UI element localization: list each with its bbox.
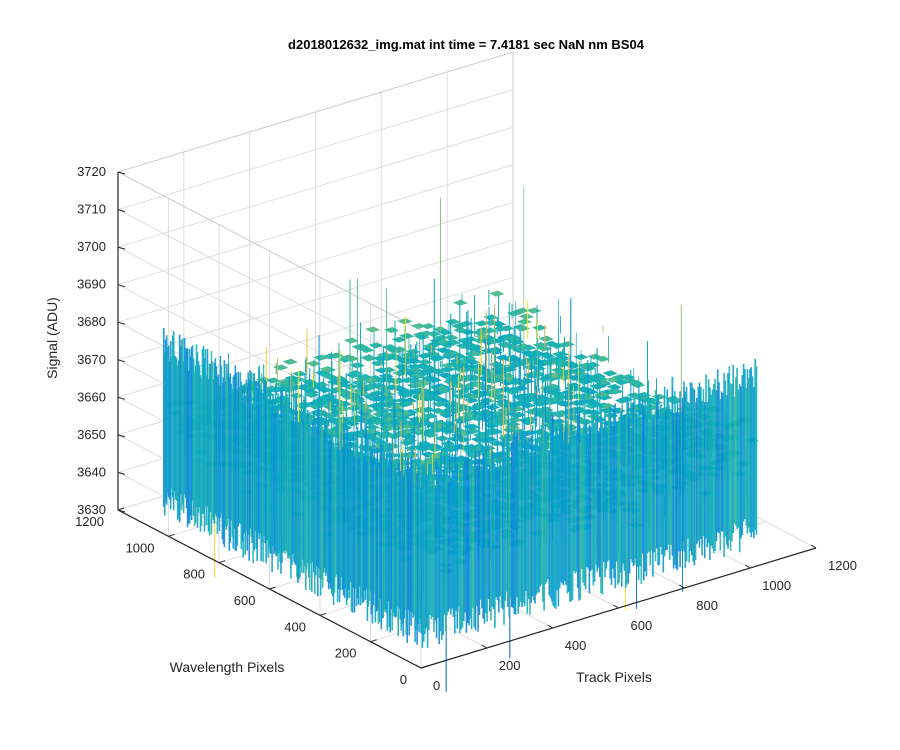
surface-cell bbox=[433, 334, 449, 341]
surface-cell bbox=[489, 388, 505, 395]
surface-cell bbox=[465, 350, 481, 357]
surface-cell bbox=[416, 379, 432, 386]
box-edge bbox=[117, 171, 422, 331]
box-edge bbox=[117, 51, 514, 173]
surface-cell bbox=[442, 443, 458, 450]
surface-cell bbox=[553, 393, 569, 400]
surface-cell bbox=[491, 320, 507, 328]
surface-cell bbox=[509, 405, 525, 412]
surface-cell bbox=[306, 360, 322, 367]
surface-cell bbox=[365, 326, 381, 333]
surface-cell bbox=[452, 299, 468, 306]
surface-layer bbox=[162, 186, 759, 692]
surface-cell bbox=[344, 355, 360, 362]
surface-cell bbox=[465, 359, 481, 366]
surface-cell bbox=[391, 336, 407, 343]
surface-cell bbox=[292, 370, 308, 377]
surface-cell bbox=[420, 323, 436, 330]
surface-cell bbox=[538, 335, 554, 342]
surface-cell bbox=[514, 307, 530, 314]
surface-cell bbox=[606, 383, 622, 391]
surface-cell bbox=[532, 324, 548, 331]
surface-cell bbox=[600, 402, 616, 410]
surface-cell bbox=[364, 376, 380, 384]
surface-cell bbox=[313, 381, 329, 388]
surface-cell bbox=[388, 403, 404, 410]
surface-cell bbox=[518, 313, 534, 320]
surface-cell bbox=[359, 346, 375, 354]
surface-cell bbox=[397, 410, 413, 417]
surface-cell bbox=[602, 370, 618, 377]
surface-cell bbox=[468, 414, 485, 421]
surface-cell bbox=[407, 424, 423, 431]
surface-cell bbox=[343, 337, 360, 344]
surface-cell bbox=[558, 401, 574, 408]
surface-cell bbox=[265, 377, 281, 384]
surface-cell bbox=[411, 323, 427, 330]
surface-cell bbox=[514, 380, 530, 387]
surface-cell bbox=[607, 388, 623, 395]
surface-cell bbox=[594, 355, 611, 362]
surface-cell bbox=[282, 358, 298, 365]
surface-cell bbox=[445, 339, 461, 346]
surface-cell bbox=[526, 307, 542, 314]
surface-cell bbox=[304, 391, 320, 398]
surface-cell bbox=[399, 332, 415, 340]
surface-cell bbox=[443, 334, 459, 341]
surface-cell bbox=[516, 318, 532, 325]
surface-cell bbox=[368, 342, 384, 349]
surface-cell bbox=[489, 290, 505, 297]
